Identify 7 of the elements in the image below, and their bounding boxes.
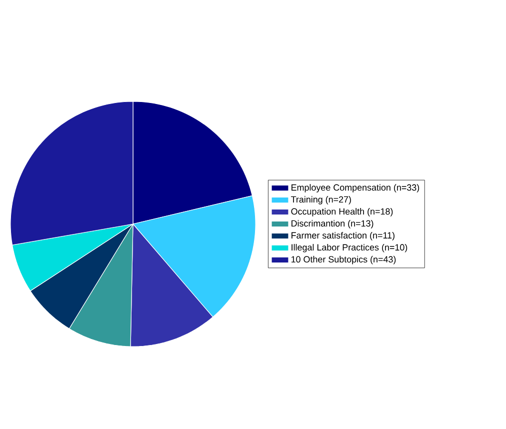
legend-label: Farmer satisfaction (n=11) [292, 232, 394, 240]
legend-label: Training (n=27) [290, 196, 351, 204]
legend-label: Discrimantion (n=13) [292, 220, 374, 228]
legend-label: Employee Compensation (n=33) [292, 184, 420, 192]
legend-label: 10 Other Subtopics (n=43) [291, 256, 396, 264]
legend-label: Illegal Labor Practices (n=10) [292, 244, 408, 252]
legend-label: Occupation Health (n=18) [291, 208, 393, 216]
